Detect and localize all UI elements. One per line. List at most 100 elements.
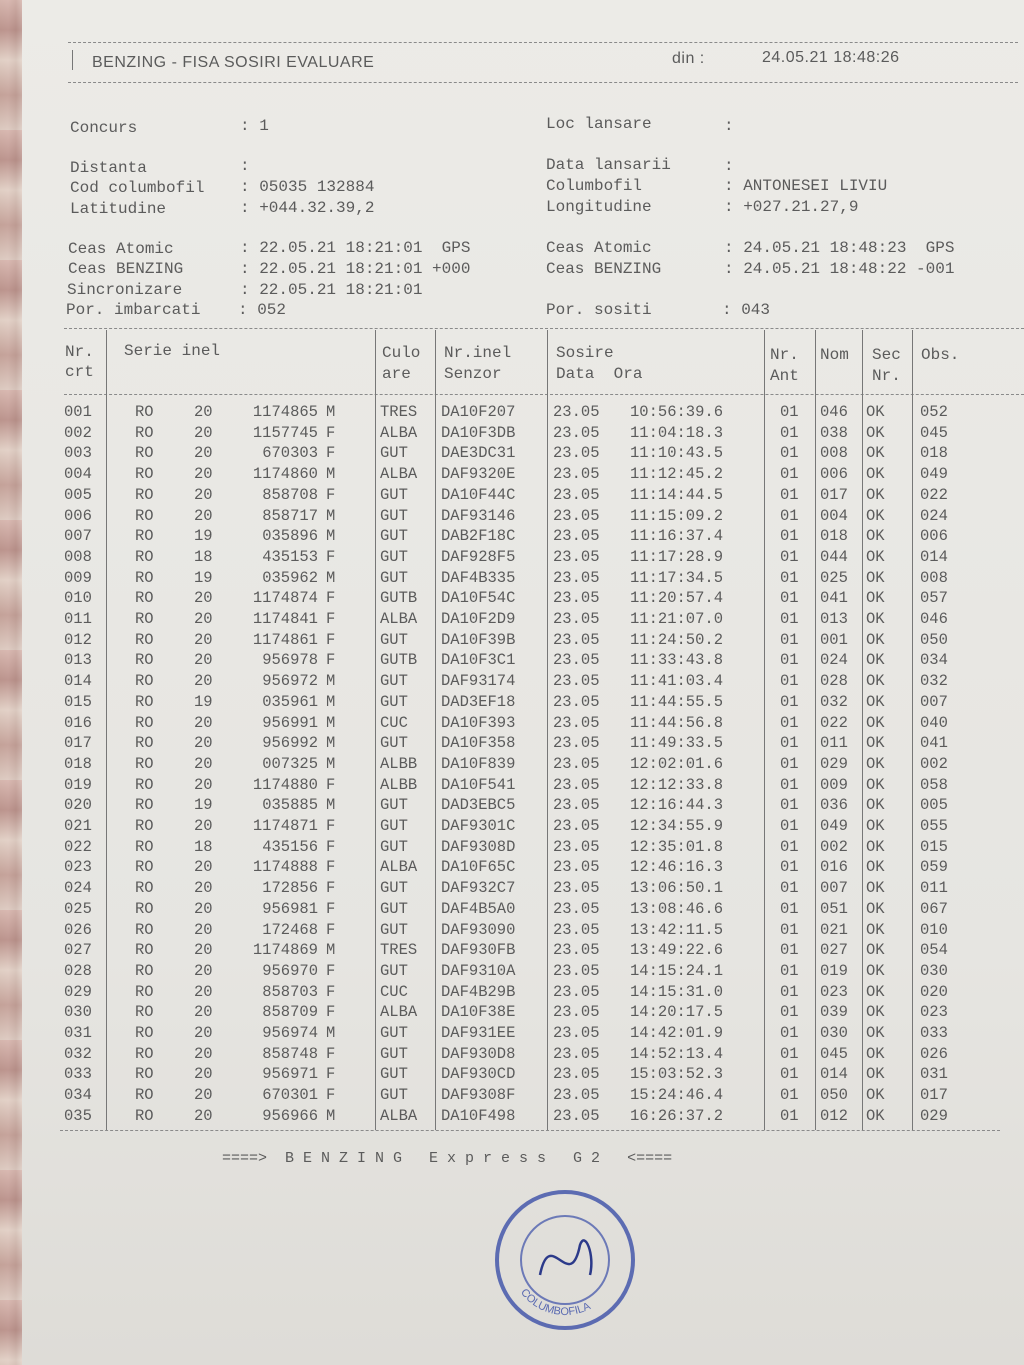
latitudine-value: : +044.32.39,2 bbox=[240, 199, 375, 217]
color: GUT bbox=[380, 796, 408, 815]
row-number: 008 bbox=[64, 547, 92, 566]
sec-status: OK bbox=[866, 920, 885, 939]
year: 19 bbox=[194, 692, 213, 711]
arrival-date: 23.05 bbox=[553, 672, 600, 691]
arrival-time: 11:41:03.4 bbox=[630, 672, 724, 691]
sensor-id: DAD3EBC5 bbox=[441, 796, 516, 815]
arrival-time: 11:04:18.3 bbox=[630, 423, 724, 442]
year: 20 bbox=[194, 775, 213, 794]
arrival-date: 23.05 bbox=[553, 879, 600, 898]
col-culoare: Culo bbox=[382, 344, 421, 362]
nom: 025 bbox=[820, 568, 848, 587]
por-imbarcati-value: : 052 bbox=[238, 301, 287, 319]
row-number: 024 bbox=[64, 879, 92, 898]
year: 20 bbox=[194, 630, 213, 649]
sincronizare-value: : 22.05.21 18:21:01 bbox=[240, 281, 423, 299]
sec-status: OK bbox=[866, 1065, 885, 1084]
ring-number: 1174880 bbox=[252, 775, 318, 794]
arrival-date: 23.05 bbox=[553, 775, 600, 794]
ant-number: 01 bbox=[780, 713, 799, 732]
country: RO bbox=[135, 879, 154, 898]
arrival-time: 14:15:24.1 bbox=[630, 961, 724, 980]
table-row: 018 RO 20 007325 M ALBB DA10F839 23.05 12:02:01.… bbox=[0, 755, 1024, 775]
nom: 036 bbox=[820, 796, 848, 815]
color: GUT bbox=[380, 837, 408, 856]
ant-number: 01 bbox=[780, 444, 799, 463]
divider bbox=[72, 50, 73, 70]
year: 20 bbox=[194, 1003, 213, 1022]
table-row: 028 RO 20 956970 F GUT DAF9310A 23.05 14:15:24.1… bbox=[0, 962, 1024, 982]
obs: 015 bbox=[920, 837, 948, 856]
row-number: 009 bbox=[64, 568, 92, 587]
sensor-id: DAF9308F bbox=[441, 1086, 516, 1105]
table-row: 031 RO 20 956974 M GUT DAF931EE 23.05 14:42:01.9… bbox=[0, 1024, 1024, 1044]
ant-number: 01 bbox=[780, 589, 799, 608]
table-row: 005 RO 20 858708 F GUT DA10F44C 23.05 11:14:44.5… bbox=[0, 486, 1024, 506]
table-row: 012 RO 20 1174861 F GUT DA10F39B 23.05 11:24:50.… bbox=[0, 631, 1024, 651]
table-row: 015 RO 19 035961 M GUT DAD3EF18 23.05 11:44:55.5… bbox=[0, 693, 1024, 713]
sensor-id: DAF9310A bbox=[441, 961, 516, 980]
column-divider bbox=[912, 330, 913, 1130]
ant-number: 01 bbox=[780, 403, 799, 421]
sensor-id: DA10F358 bbox=[441, 734, 516, 753]
obs: 032 bbox=[920, 672, 948, 691]
sec-status: OK bbox=[866, 1024, 885, 1042]
table-row: 003 RO 20 670303 F GUT DAE3DC31 23.05 11:10:43.5… bbox=[0, 444, 1024, 464]
nom: 019 bbox=[820, 961, 848, 980]
divider bbox=[60, 1130, 1000, 1131]
obs: 005 bbox=[920, 796, 948, 815]
sensor-id: DA10F541 bbox=[441, 775, 516, 794]
year: 20 bbox=[194, 920, 213, 939]
arrival-date: 23.05 bbox=[553, 610, 600, 628]
color: GUT bbox=[380, 1086, 408, 1105]
obs: 023 bbox=[920, 1003, 948, 1022]
row-number: 001 bbox=[64, 403, 92, 421]
arrival-date: 23.05 bbox=[553, 858, 600, 877]
row-number: 011 bbox=[64, 610, 92, 628]
obs: 052 bbox=[920, 403, 948, 421]
sex: F bbox=[326, 1003, 336, 1022]
sec-status: OK bbox=[866, 589, 885, 608]
obs: 055 bbox=[920, 817, 948, 835]
year: 20 bbox=[194, 754, 213, 773]
printed-sheet bbox=[22, 0, 1024, 1365]
sec-status: OK bbox=[866, 1003, 885, 1022]
table-row: 019 RO 20 1174880 F ALBB DA10F541 23.05 12:12:33… bbox=[0, 776, 1024, 796]
color: GUTB bbox=[380, 589, 418, 608]
country: RO bbox=[135, 672, 154, 691]
ceas-benzing-value: : 22.05.21 18:21:01 +000 bbox=[240, 260, 471, 278]
year: 19 bbox=[194, 527, 213, 546]
color: ALBB bbox=[380, 775, 418, 794]
ant-number: 01 bbox=[780, 858, 799, 877]
distanta-label: Distanta bbox=[70, 159, 147, 177]
table-row: 035 RO 20 956966 M ALBA DA10F498 23.05 16:26:37.… bbox=[0, 1107, 1024, 1127]
obs: 002 bbox=[920, 754, 948, 773]
ring-number: 1157745 bbox=[252, 423, 318, 442]
por-sositi-label: Por. sositi bbox=[546, 301, 652, 319]
ant-number: 01 bbox=[780, 837, 799, 856]
obs: 030 bbox=[920, 961, 948, 980]
color: ALBA bbox=[380, 858, 418, 877]
ring-number: 172468 bbox=[262, 920, 318, 939]
ant-number: 01 bbox=[780, 610, 799, 628]
sex: F bbox=[326, 651, 336, 670]
sensor-id: DAF930FB bbox=[441, 941, 516, 960]
arrival-date: 23.05 bbox=[553, 1044, 600, 1063]
obs: 020 bbox=[920, 982, 948, 1001]
nom: 030 bbox=[820, 1024, 848, 1042]
sensor-id: DAF928F5 bbox=[441, 547, 516, 566]
ring-number: 956978 bbox=[262, 651, 318, 670]
report-date: 24.05.21 18:48:26 bbox=[762, 49, 900, 66]
sex: F bbox=[326, 858, 336, 877]
obs: 026 bbox=[920, 1044, 948, 1063]
row-number: 016 bbox=[64, 713, 92, 732]
color: GUT bbox=[380, 1065, 408, 1084]
year: 20 bbox=[194, 465, 213, 484]
arrival-date: 23.05 bbox=[553, 1024, 600, 1042]
year: 20 bbox=[194, 444, 213, 463]
longitudine-value: : +027.21.27,9 bbox=[724, 198, 859, 216]
row-number: 032 bbox=[64, 1044, 92, 1063]
columbofil-label: Columbofil bbox=[546, 177, 643, 195]
table-row: 026 RO 20 172468 F GUT DAF93090 23.05 13:42:11.5… bbox=[0, 921, 1024, 941]
row-number: 034 bbox=[64, 1086, 92, 1105]
